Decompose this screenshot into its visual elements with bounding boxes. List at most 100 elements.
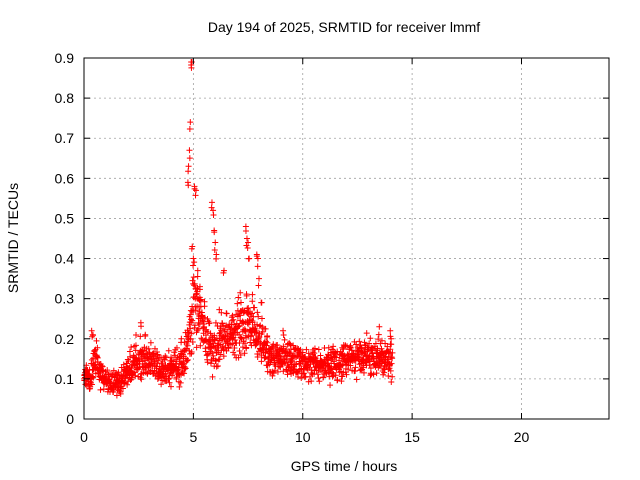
y-tick-label: 0.7	[55, 130, 75, 146]
data-point	[237, 289, 244, 296]
data-point	[186, 126, 193, 133]
data-point	[158, 381, 165, 388]
data-point	[270, 341, 277, 348]
x-tick-label: 0	[80, 429, 88, 445]
data-point	[236, 331, 243, 338]
data-point	[229, 317, 236, 324]
data-point	[303, 346, 310, 353]
data-point	[242, 227, 249, 234]
data-point	[311, 350, 318, 357]
data-point	[89, 367, 96, 374]
data-point	[294, 373, 301, 380]
data-point	[208, 204, 215, 211]
data-point	[231, 344, 238, 351]
data-point	[132, 342, 139, 349]
data-point	[176, 383, 183, 390]
data-point	[212, 319, 219, 326]
data-point	[301, 370, 308, 377]
data-point	[137, 371, 144, 378]
data-point	[290, 342, 297, 349]
data-point	[249, 310, 256, 317]
x-tick: 10	[295, 58, 311, 445]
data-point	[389, 373, 396, 380]
data-point	[173, 374, 180, 381]
data-point	[263, 342, 270, 349]
data-point	[248, 316, 255, 323]
x-tick: 15	[404, 58, 420, 445]
y-tick-label: 0.5	[55, 210, 75, 226]
data-point	[193, 344, 200, 351]
data-point	[207, 330, 214, 337]
y-tick: 0.9	[55, 50, 609, 66]
data-point	[190, 262, 197, 269]
data-point	[120, 379, 127, 386]
y-tick: 0.1	[55, 371, 609, 387]
data-point	[170, 358, 177, 365]
data-point	[89, 373, 96, 380]
data-point	[192, 192, 199, 199]
x-tick-label: 5	[189, 429, 197, 445]
data-point	[189, 339, 196, 346]
data-point	[189, 317, 196, 324]
y-axis-ticks: 0 0.1 0.2 0.3 0.4 0.5 0.6 0.7 0.8 0.9	[55, 50, 609, 427]
x-tick-label: 20	[514, 429, 530, 445]
data-point	[259, 329, 266, 336]
data-point	[387, 327, 394, 334]
data-point	[316, 378, 323, 385]
data-point	[262, 325, 269, 332]
data-point	[254, 354, 261, 361]
x-tick: 5	[189, 58, 197, 445]
data-point	[184, 357, 191, 364]
data-point	[258, 358, 265, 365]
data-point	[388, 354, 395, 361]
y-tick-label: 0.9	[55, 50, 75, 66]
y-axis-label: SRMTID / TECUs	[5, 183, 21, 293]
data-point	[249, 291, 256, 298]
y-tick-label: 0.2	[55, 331, 75, 347]
data-point	[191, 282, 198, 289]
data-point	[281, 336, 288, 343]
data-point	[213, 363, 220, 370]
data-point	[194, 327, 201, 334]
data-point	[206, 320, 213, 327]
data-point	[142, 332, 149, 339]
data-point	[295, 368, 302, 375]
data-point	[127, 376, 134, 383]
data-point	[388, 360, 395, 367]
data-point	[328, 366, 335, 373]
data-point	[385, 372, 392, 379]
data-point	[204, 359, 211, 366]
data-point	[356, 338, 363, 345]
data-point	[245, 239, 252, 246]
data-point	[236, 339, 243, 346]
data-point	[284, 352, 291, 359]
data-point	[119, 385, 126, 392]
data-point	[188, 245, 195, 252]
data-point	[197, 342, 204, 349]
data-point	[193, 291, 200, 298]
data-point	[189, 277, 196, 284]
data-point	[145, 345, 152, 352]
data-point	[356, 361, 363, 368]
data-point	[296, 350, 303, 357]
data-point	[280, 327, 287, 334]
data-point	[191, 280, 198, 287]
data-point	[212, 357, 219, 364]
data-point	[305, 378, 312, 385]
y-tick-label: 0	[66, 411, 74, 427]
data-point	[122, 375, 129, 382]
data-point	[378, 345, 385, 352]
data-point	[245, 304, 252, 311]
data-point	[301, 374, 308, 381]
data-point	[284, 371, 291, 378]
data-point	[94, 344, 101, 351]
data-point	[115, 369, 122, 376]
data-point	[185, 168, 192, 175]
data-point	[317, 352, 324, 359]
data-point	[93, 337, 100, 344]
data-point	[127, 353, 134, 360]
data-point	[147, 339, 154, 346]
data-point	[264, 332, 271, 339]
data-point	[211, 229, 218, 236]
data-point	[176, 354, 183, 361]
